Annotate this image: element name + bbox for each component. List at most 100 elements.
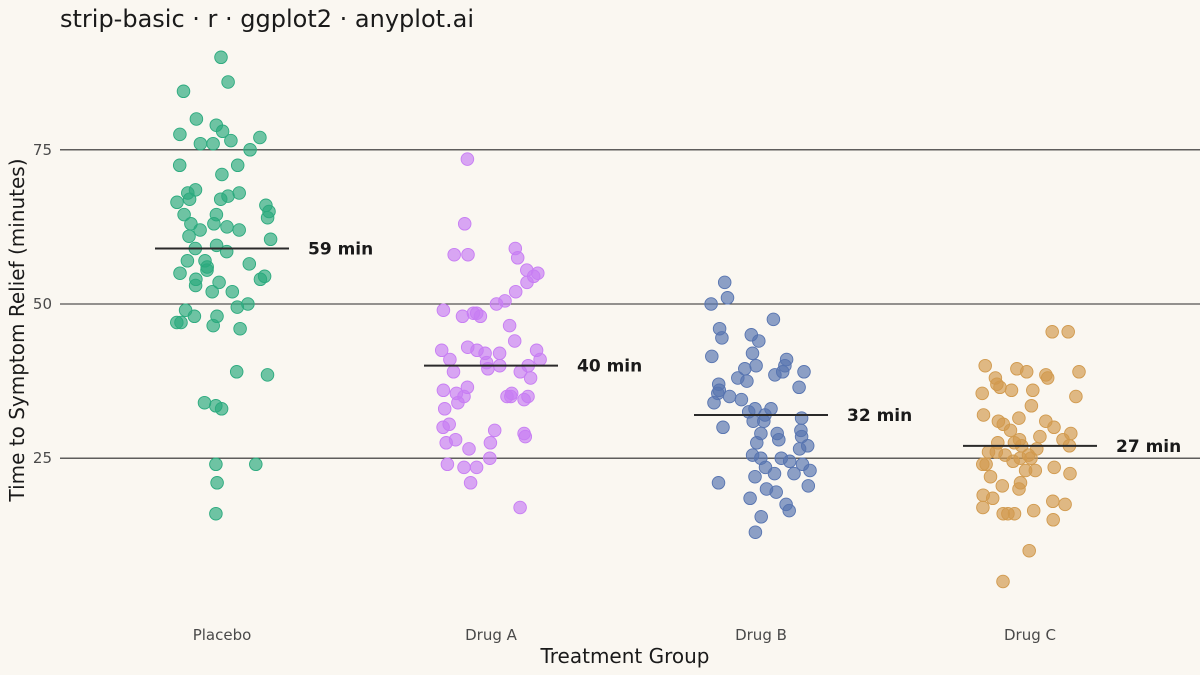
data-point	[772, 432, 786, 447]
data-point	[1040, 371, 1055, 385]
data-point	[189, 112, 204, 126]
median-label: 27 min	[1116, 437, 1181, 457]
data-point	[995, 479, 1010, 493]
data-point	[206, 136, 220, 151]
data-point	[230, 300, 245, 314]
data-point	[975, 386, 989, 401]
data-point	[193, 136, 208, 151]
data-point	[722, 389, 737, 404]
data-point	[768, 368, 782, 382]
data-point	[500, 389, 514, 404]
data-point	[1069, 389, 1083, 404]
data-point	[220, 220, 234, 234]
data-point	[232, 186, 246, 200]
data-point	[1028, 463, 1043, 478]
data-point	[1012, 482, 1026, 496]
data-point	[253, 272, 268, 287]
data-point	[523, 371, 538, 385]
data-point	[170, 195, 184, 210]
data-point	[197, 395, 212, 410]
data-point	[740, 374, 754, 388]
data-point	[996, 574, 1010, 589]
data-point	[518, 429, 533, 444]
data-point	[976, 500, 990, 515]
data-point	[436, 420, 450, 435]
data-point	[1072, 365, 1086, 379]
x-tick-label: Drug A	[465, 626, 518, 644]
data-point	[766, 312, 781, 327]
data-point	[748, 469, 762, 484]
data-point	[717, 275, 732, 290]
chart-title: strip-basic · r · ggplot2 · anyplot.ai	[60, 5, 474, 33]
data-point	[172, 158, 187, 173]
data-point	[483, 436, 498, 450]
data-point	[455, 309, 470, 324]
data-point	[746, 414, 760, 428]
x-tick-label: Drug B	[735, 626, 787, 644]
data-point	[787, 466, 801, 481]
data-point	[749, 358, 763, 373]
data-point	[443, 352, 457, 367]
data-point	[720, 291, 735, 305]
data-point	[253, 130, 267, 145]
data-point	[483, 451, 497, 465]
data-point	[214, 50, 228, 65]
data-point	[260, 210, 275, 225]
median-label: 40 min	[577, 357, 642, 377]
data-point	[734, 392, 749, 407]
data-point	[1026, 503, 1041, 518]
data-points	[170, 50, 1086, 589]
data-point	[439, 436, 453, 450]
data-point	[716, 420, 730, 435]
data-point	[230, 158, 245, 173]
data-point	[447, 247, 461, 262]
data-point	[1012, 411, 1026, 425]
data-point	[1019, 365, 1034, 379]
data-point	[983, 469, 998, 484]
data-point	[510, 251, 525, 265]
data-point	[260, 368, 275, 382]
x-tick-label: Placebo	[193, 626, 252, 644]
data-point	[209, 506, 223, 521]
data-point	[232, 223, 246, 237]
data-point	[1003, 423, 1018, 438]
data-point	[242, 257, 257, 271]
y-tick-label: 75	[33, 141, 52, 159]
data-point	[533, 352, 547, 367]
data-point	[1046, 494, 1060, 509]
data-point	[180, 254, 195, 268]
y-axis-ticks: 25 50 75	[33, 141, 52, 467]
data-point	[173, 266, 187, 280]
data-point	[487, 423, 502, 438]
data-point	[1047, 420, 1061, 435]
data-point	[502, 318, 517, 333]
data-point	[1033, 429, 1047, 444]
data-point	[205, 284, 219, 299]
data-point	[489, 297, 504, 311]
data-point	[979, 457, 993, 472]
data-point	[1061, 325, 1075, 339]
data-point	[219, 244, 234, 259]
data-point	[508, 284, 523, 299]
data-point	[193, 223, 207, 237]
x-axis-label: Treatment Group	[539, 644, 709, 668]
data-point	[797, 365, 811, 379]
data-point	[457, 460, 471, 475]
data-point	[748, 525, 763, 539]
data-point	[214, 402, 229, 416]
data-point	[1024, 399, 1039, 413]
data-point	[221, 75, 235, 89]
data-point	[715, 331, 729, 345]
data-point	[996, 506, 1010, 521]
data-point	[707, 395, 721, 410]
data-point	[243, 143, 257, 157]
y-tick-label: 25	[33, 449, 52, 467]
data-point	[212, 275, 226, 290]
data-point	[976, 408, 991, 422]
data-point	[451, 395, 465, 410]
data-point	[769, 485, 783, 499]
data-point	[188, 278, 203, 293]
data-point	[767, 466, 782, 481]
data-point	[993, 380, 1007, 395]
